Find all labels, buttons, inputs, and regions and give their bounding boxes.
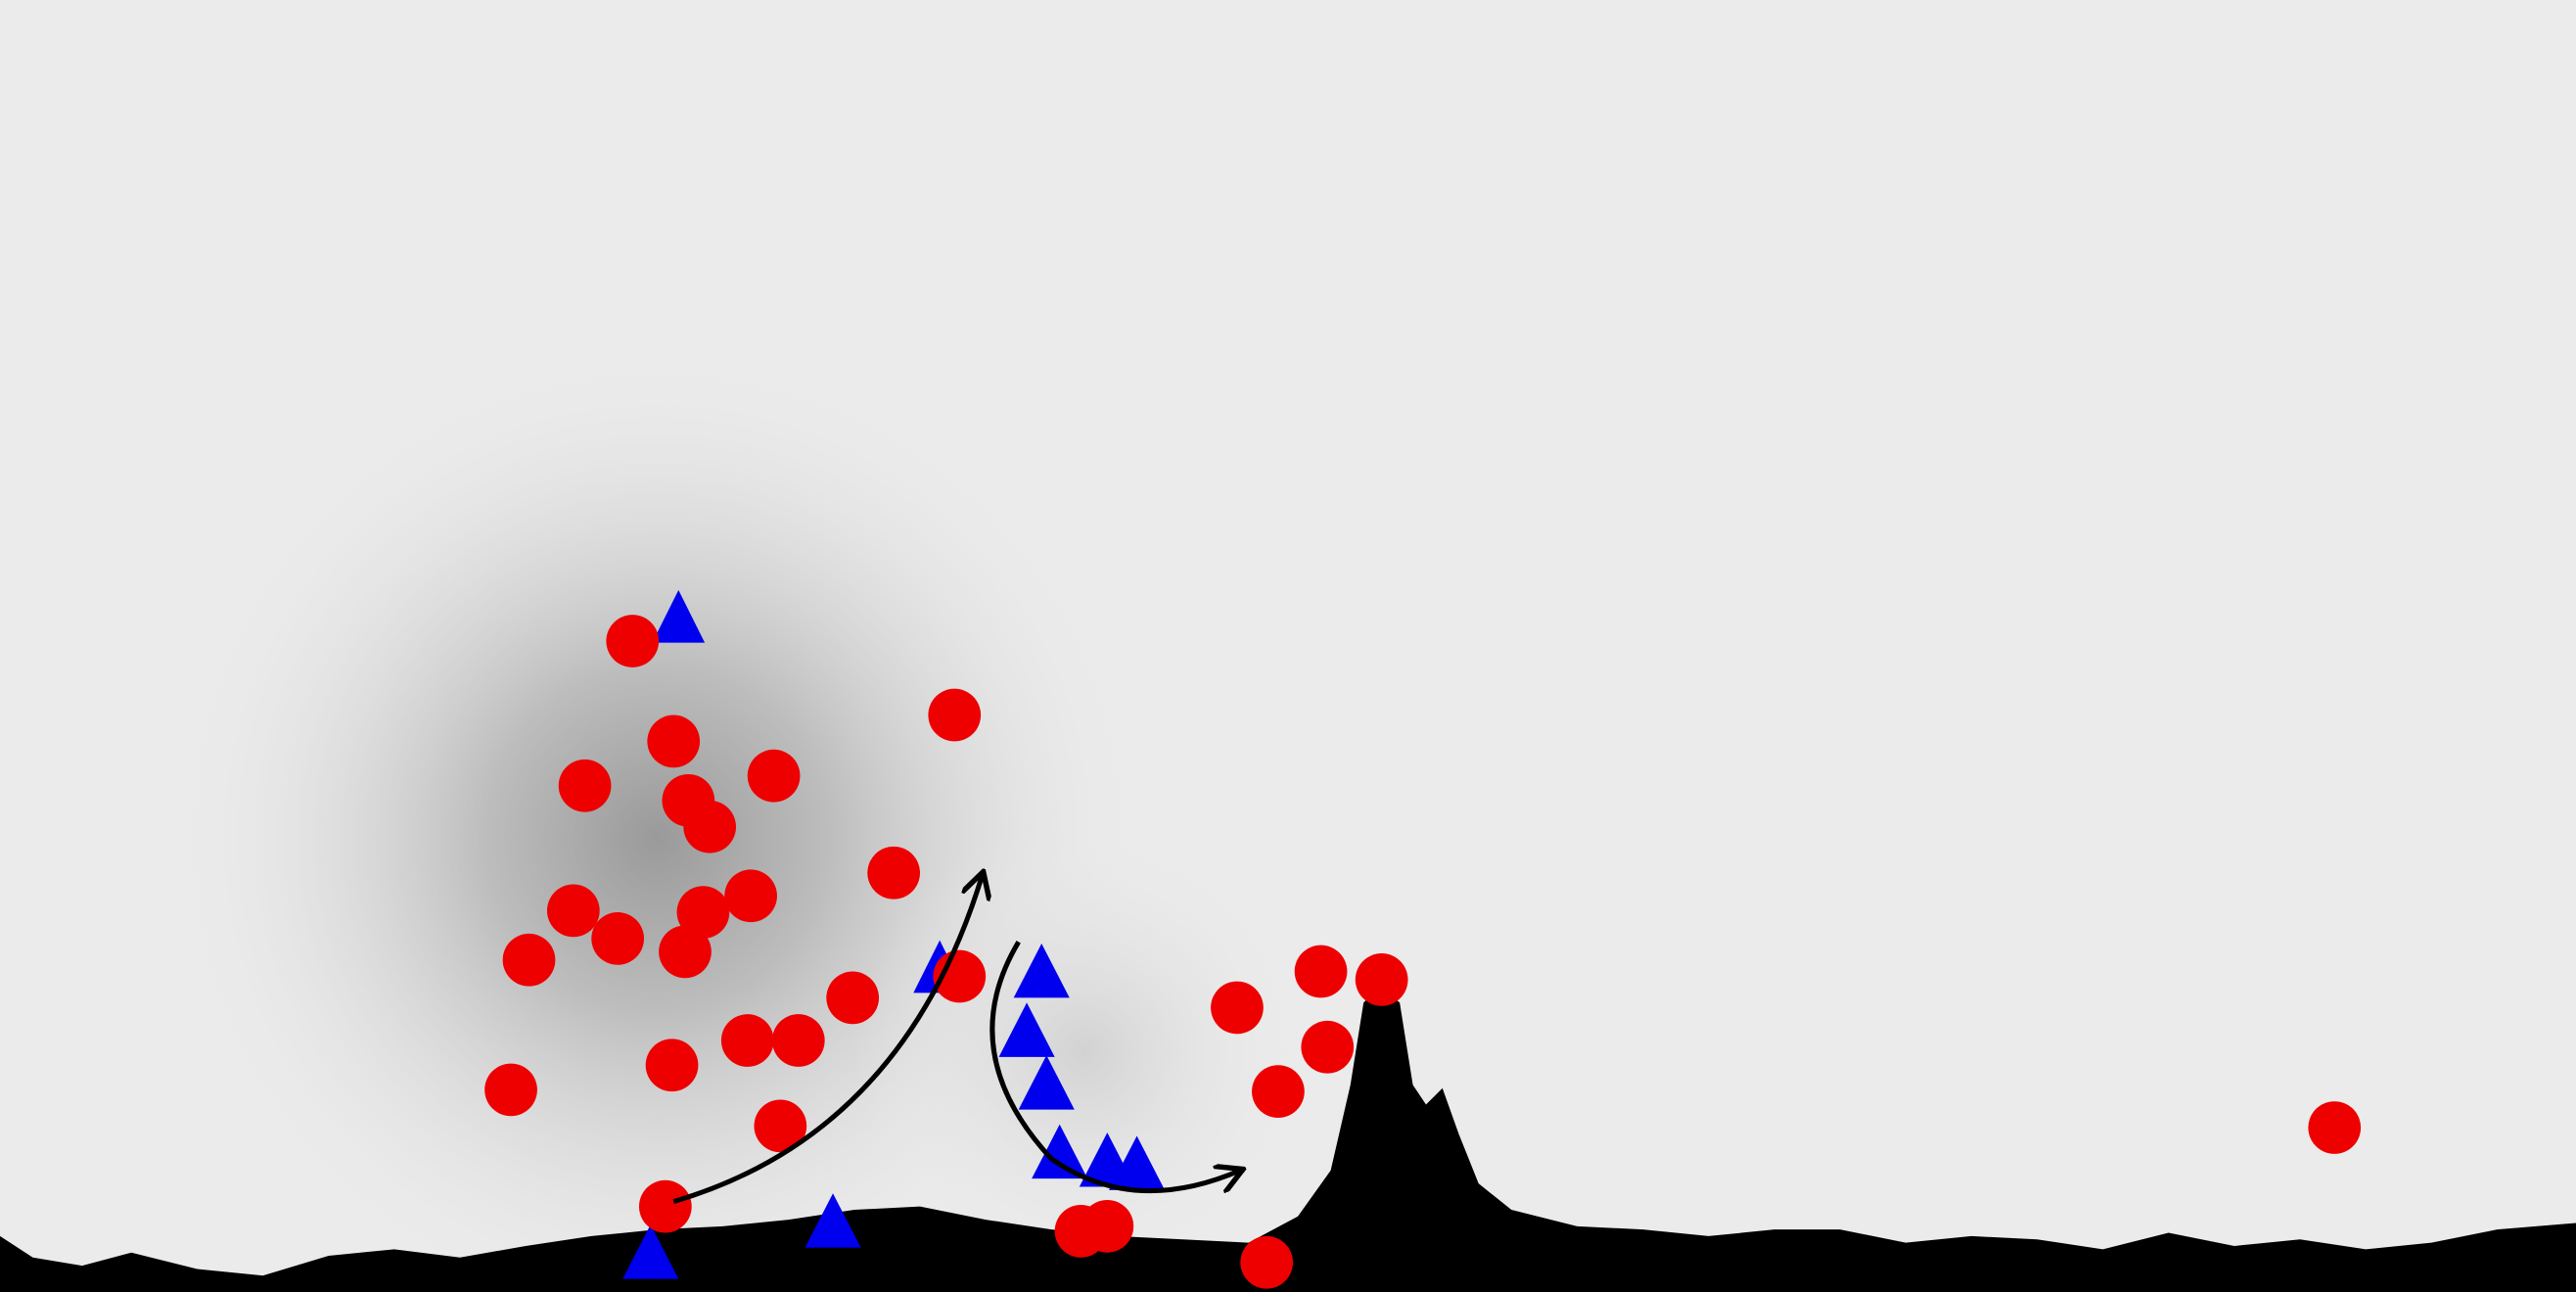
- circle: [647, 715, 701, 768]
- circle: [754, 1099, 807, 1153]
- circle: [683, 800, 736, 854]
- circle: [591, 912, 644, 965]
- circle: [502, 933, 556, 987]
- circle: [747, 749, 801, 803]
- triangle: [1109, 1135, 1166, 1190]
- arrow: [672, 874, 983, 1205]
- triangle: [652, 589, 706, 643]
- circle: [484, 1063, 537, 1117]
- triangle: [622, 1224, 679, 1279]
- circle: [2308, 1101, 2362, 1154]
- circle: [826, 971, 880, 1025]
- circle: [928, 688, 982, 742]
- circle: [867, 846, 920, 900]
- triangle: [1032, 1124, 1088, 1179]
- circle: [1301, 1020, 1355, 1074]
- circle: [645, 1038, 699, 1092]
- circle: [1294, 945, 1348, 998]
- circle: [1252, 1065, 1305, 1118]
- circle: [676, 886, 730, 939]
- triangle: [1013, 943, 1070, 998]
- circle: [558, 759, 612, 812]
- circle: [546, 884, 600, 938]
- triangle: [805, 1193, 861, 1248]
- triangle: [1018, 1055, 1075, 1110]
- circle: [638, 1179, 692, 1233]
- arrow: [989, 940, 1240, 1190]
- circle: [659, 925, 712, 979]
- circle: [1211, 981, 1264, 1035]
- circle: [1240, 1235, 1294, 1289]
- circle: [606, 615, 660, 668]
- circle: [1355, 953, 1408, 1006]
- circle: [1081, 1199, 1134, 1253]
- triangle: [998, 1002, 1055, 1057]
- circle: [720, 1014, 774, 1067]
- triangles: [622, 589, 1166, 1279]
- circle: [724, 869, 777, 923]
- terrain: [0, 986, 2576, 1292]
- circle: [771, 1014, 825, 1067]
- circles: [484, 615, 2362, 1289]
